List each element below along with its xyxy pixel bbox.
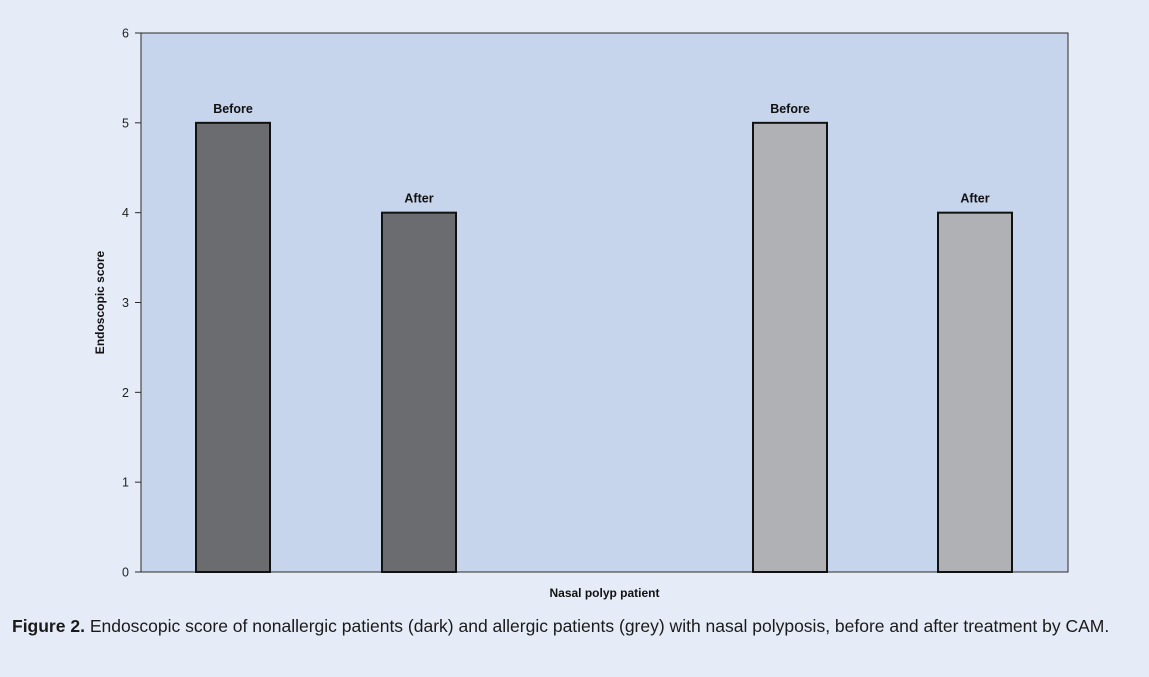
bar — [752, 121, 828, 573]
figure-caption: Figure 2. Endoscopic score of nonallergi… — [12, 614, 1132, 639]
bar-label: Before — [770, 102, 810, 116]
y-tick-label: 3 — [122, 296, 129, 310]
plot-area — [140, 32, 1069, 573]
y-tick-label: 6 — [122, 27, 129, 41]
bar-label: After — [404, 192, 433, 206]
bar — [937, 211, 1013, 574]
y-tick-label: 2 — [122, 386, 129, 400]
x-axis-title: Nasal polyp patient — [549, 586, 659, 600]
y-tick-label: 4 — [122, 206, 129, 220]
bar — [195, 121, 271, 573]
y-tick-label: 5 — [122, 116, 129, 130]
y-axis-title: Endoscopic score — [93, 250, 107, 354]
y-tick-label: 1 — [122, 476, 129, 490]
bar-label: After — [960, 192, 989, 206]
bar-chart: 0 1 2 3 4 5 6 Before After Before After Nasal polyp… — [93, 27, 1069, 600]
y-tick-label: 0 — [122, 566, 129, 580]
bar-label: Before — [213, 102, 253, 116]
caption-text: Endoscopic score of nonallergic patients… — [89, 616, 1110, 636]
bar — [381, 211, 457, 574]
figure-label: Figure 2. — [12, 616, 85, 636]
